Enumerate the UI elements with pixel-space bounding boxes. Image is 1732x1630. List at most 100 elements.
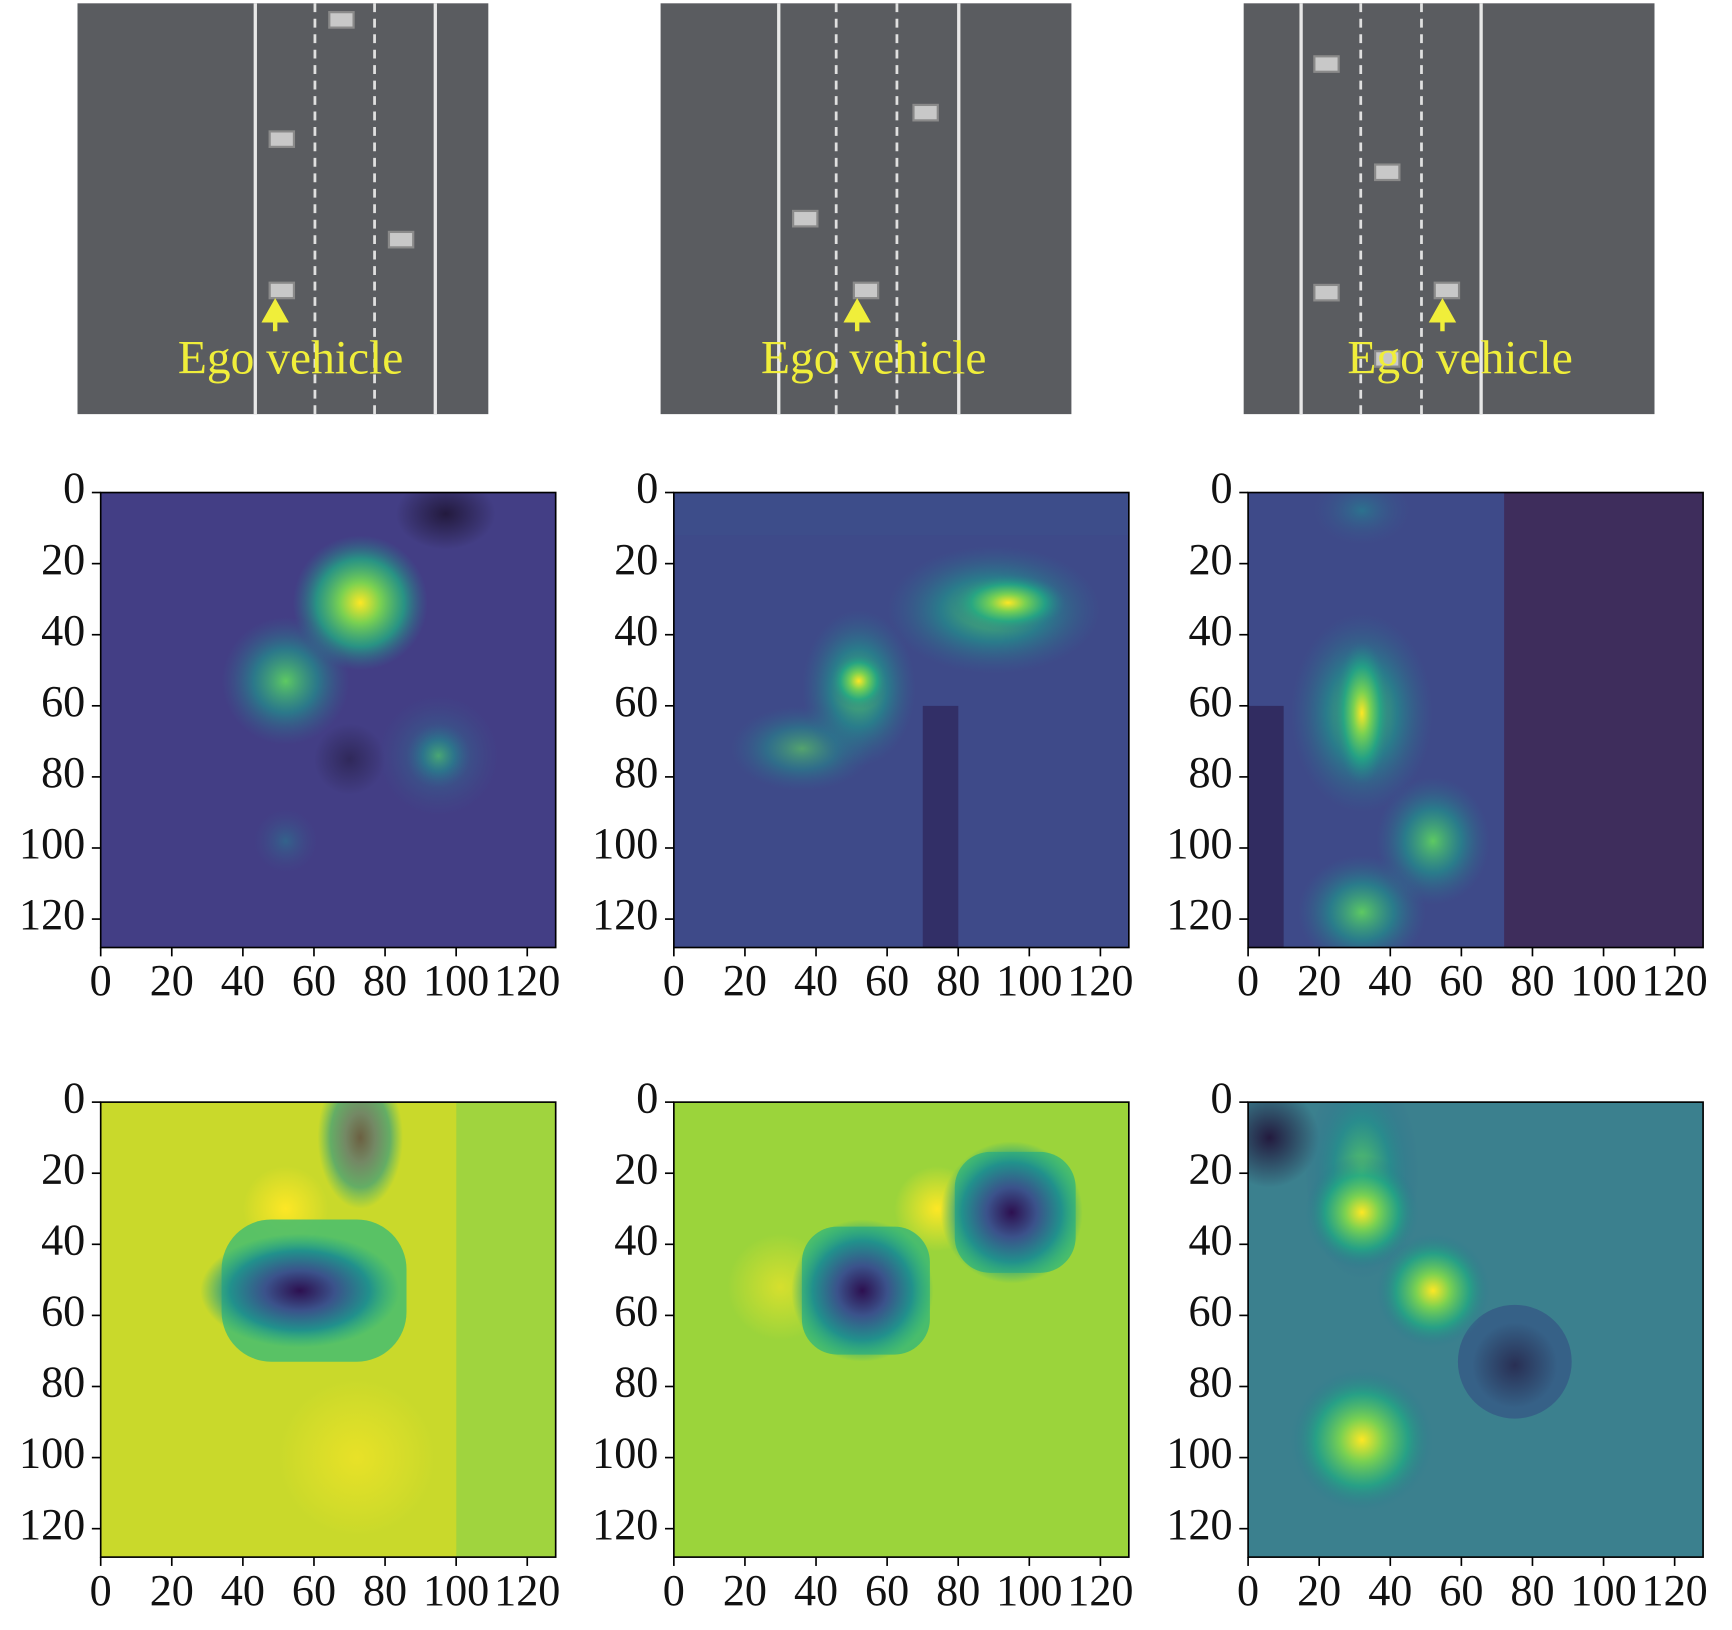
- y-tick-label: 100: [592, 819, 658, 868]
- x-tick-label: 20: [723, 1566, 767, 1615]
- y-tick-label: 0: [1211, 1073, 1233, 1122]
- x-tick-label: 80: [936, 956, 980, 1005]
- y-tick-label: 100: [1166, 819, 1232, 868]
- heatmap-image: [100, 492, 556, 948]
- y-tick-label: 0: [636, 1073, 658, 1122]
- road-scene: Ego vehicle: [1243, 3, 1655, 415]
- y-tick-label: 80: [614, 748, 658, 797]
- x-tick-label: 40: [794, 1566, 838, 1615]
- road-scene: Ego vehicle: [77, 3, 489, 415]
- x-tick-label: 100: [423, 1566, 489, 1615]
- y-tick-label: 80: [1188, 1358, 1232, 1407]
- y-tick-label: 0: [63, 464, 85, 513]
- x-tick-label: 40: [221, 1566, 265, 1615]
- y-tick-label: 20: [1188, 535, 1232, 584]
- y-tick-label: 20: [41, 1144, 85, 1193]
- ego-label: Ego vehicle: [178, 332, 403, 384]
- y-tick-label: 120: [1166, 1500, 1232, 1549]
- x-tick-label: 80: [936, 1566, 980, 1615]
- x-tick-label: 100: [1570, 956, 1636, 1005]
- x-tick-label: 0: [90, 1566, 112, 1615]
- x-tick-label: 20: [150, 956, 194, 1005]
- x-tick-label: 80: [363, 1566, 407, 1615]
- heatmap-image: [673, 492, 1130, 948]
- x-tick-label: 120: [494, 956, 560, 1005]
- x-tick-label: 20: [1297, 1566, 1341, 1615]
- y-tick-label: 40: [1188, 606, 1232, 655]
- y-tick-label: 60: [41, 677, 85, 726]
- x-tick-label: 100: [423, 956, 489, 1005]
- y-tick-label: 0: [636, 464, 658, 513]
- y-tick-label: 80: [41, 1358, 85, 1407]
- x-tick-label: 20: [723, 956, 767, 1005]
- y-tick-label: 100: [592, 1429, 658, 1478]
- y-tick-label: 120: [592, 1500, 658, 1549]
- x-tick-label: 0: [663, 1566, 685, 1615]
- ego-label: Ego vehicle: [761, 332, 986, 384]
- x-tick-label: 40: [221, 956, 265, 1005]
- axes-frame: [1247, 1101, 1704, 1558]
- heatmap-image: [1248, 1102, 1704, 1558]
- x-tick-label: 60: [865, 1566, 909, 1615]
- heatmap-image: [1248, 492, 1704, 948]
- heatmap-image: [100, 1102, 556, 1558]
- x-tick-label: 0: [90, 956, 112, 1005]
- x-tick-label: 20: [150, 1566, 194, 1615]
- y-tick-label: 80: [614, 1358, 658, 1407]
- y-tick-label: 0: [63, 1073, 85, 1122]
- x-tick-label: 120: [1642, 1566, 1708, 1615]
- x-tick-label: 120: [1642, 956, 1708, 1005]
- x-tick-label: 60: [1439, 956, 1483, 1005]
- x-tick-label: 100: [996, 1566, 1062, 1615]
- y-tick-label: 40: [41, 1215, 85, 1264]
- x-tick-label: 120: [494, 1566, 560, 1615]
- x-tick-label: 120: [1067, 1566, 1133, 1615]
- x-tick-label: 40: [1368, 956, 1412, 1005]
- y-tick-label: 100: [19, 1429, 85, 1478]
- y-tick-label: 80: [1188, 748, 1232, 797]
- y-tick-label: 20: [614, 1144, 658, 1193]
- y-tick-label: 120: [592, 890, 658, 939]
- x-tick-label: 60: [292, 1566, 336, 1615]
- x-tick-label: 120: [1067, 956, 1133, 1005]
- axes-frame: [1247, 491, 1704, 949]
- y-tick-label: 40: [614, 606, 658, 655]
- y-tick-label: 120: [1166, 890, 1232, 939]
- y-tick-label: 80: [41, 748, 85, 797]
- y-tick-label: 60: [614, 677, 658, 726]
- x-tick-label: 100: [1570, 1566, 1636, 1615]
- x-tick-label: 80: [1510, 1566, 1554, 1615]
- heatmap-image: [673, 1102, 1130, 1558]
- x-tick-label: 0: [663, 956, 685, 1005]
- x-tick-label: 60: [865, 956, 909, 1005]
- y-tick-label: 60: [1188, 677, 1232, 726]
- y-tick-label: 40: [41, 606, 85, 655]
- x-tick-label: 0: [1237, 1566, 1259, 1615]
- x-tick-label: 80: [1510, 956, 1554, 1005]
- axes-frame: [673, 491, 1130, 949]
- y-tick-label: 20: [1188, 1144, 1232, 1193]
- y-tick-label: 20: [41, 535, 85, 584]
- x-tick-label: 40: [794, 956, 838, 1005]
- axes-frame: [673, 1101, 1130, 1558]
- x-tick-label: 60: [292, 956, 336, 1005]
- y-tick-label: 120: [19, 890, 85, 939]
- x-tick-label: 0: [1237, 956, 1259, 1005]
- y-tick-label: 60: [614, 1287, 658, 1336]
- road-scene: Ego vehicle: [660, 3, 1072, 415]
- x-tick-label: 60: [1439, 1566, 1483, 1615]
- y-tick-label: 100: [19, 819, 85, 868]
- axes-frame: [99, 491, 557, 949]
- axes-frame: [99, 1101, 557, 1558]
- x-tick-label: 20: [1297, 956, 1341, 1005]
- y-tick-label: 120: [19, 1500, 85, 1549]
- y-tick-label: 0: [1211, 464, 1233, 513]
- y-tick-label: 20: [614, 535, 658, 584]
- y-tick-label: 60: [1188, 1287, 1232, 1336]
- x-tick-label: 40: [1368, 1566, 1412, 1615]
- y-tick-label: 40: [1188, 1215, 1232, 1264]
- ego-label: Ego vehicle: [1347, 332, 1572, 384]
- y-tick-label: 40: [614, 1215, 658, 1264]
- y-tick-label: 100: [1166, 1429, 1232, 1478]
